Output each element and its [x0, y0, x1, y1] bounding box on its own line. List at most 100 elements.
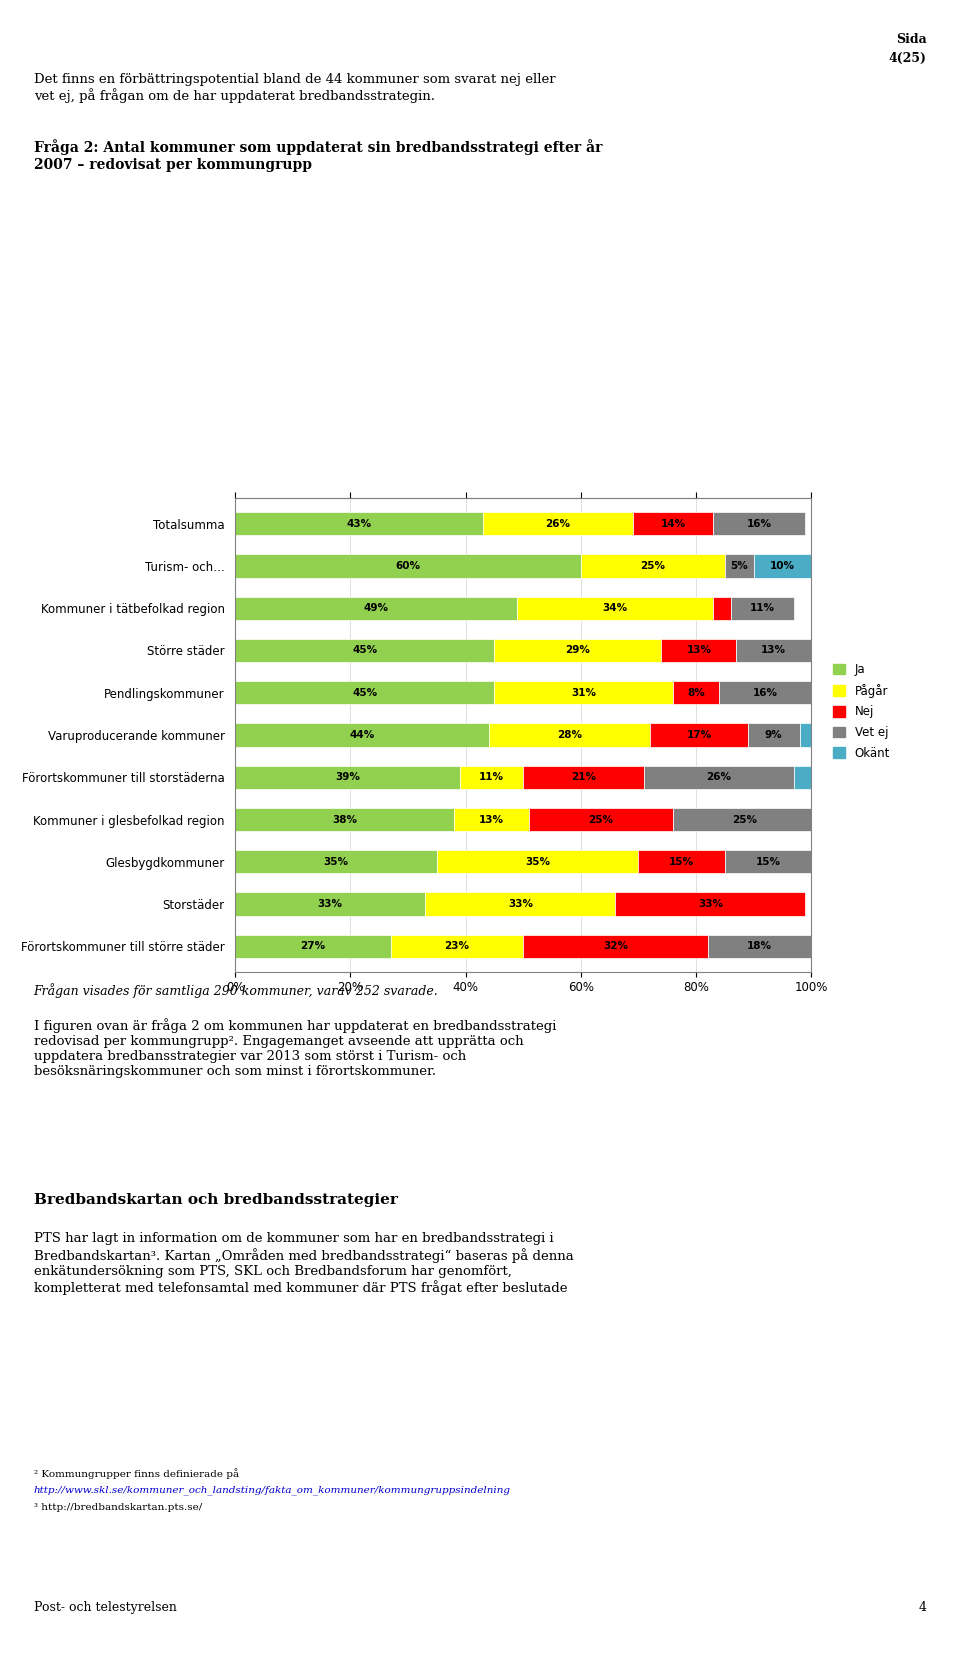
Text: 13%: 13%: [479, 814, 504, 824]
Bar: [523, 935, 708, 958]
Text: 8%: 8%: [687, 688, 705, 698]
Legend: Ja, Pågår, Nej, Vet ej, Okänt: Ja, Pågår, Nej, Vet ej, Okänt: [828, 658, 895, 764]
Bar: [235, 935, 391, 958]
Text: 23%: 23%: [444, 942, 469, 952]
Text: 13%: 13%: [686, 646, 711, 656]
Bar: [489, 724, 650, 746]
Text: 60%: 60%: [396, 561, 420, 571]
Text: 16%: 16%: [753, 688, 778, 698]
Bar: [673, 807, 817, 830]
Text: 26%: 26%: [545, 518, 570, 528]
Bar: [615, 892, 805, 915]
Bar: [523, 766, 644, 789]
Bar: [529, 807, 673, 830]
Bar: [800, 724, 811, 746]
Bar: [725, 850, 811, 874]
Text: 4: 4: [919, 1601, 926, 1614]
Bar: [494, 639, 661, 663]
Bar: [235, 681, 494, 704]
Text: 25%: 25%: [732, 814, 757, 824]
Bar: [754, 555, 811, 578]
Bar: [235, 892, 425, 915]
Text: 10%: 10%: [770, 561, 795, 571]
Text: 4(25): 4(25): [888, 51, 926, 65]
Text: 17%: 17%: [686, 729, 711, 741]
Text: Bredbandskartan och bredbandsstrategier: Bredbandskartan och bredbandsstrategier: [34, 1193, 397, 1206]
Bar: [454, 807, 529, 830]
Bar: [748, 724, 800, 746]
Bar: [235, 850, 437, 874]
Bar: [235, 807, 454, 830]
Text: 39%: 39%: [335, 772, 360, 782]
Text: http://www.skl.se/kommuner_och_landsting/fakta_om_kommuner/kommungruppsindelning: http://www.skl.se/kommuner_och_landsting…: [34, 1485, 511, 1495]
Text: 21%: 21%: [571, 772, 596, 782]
Text: 15%: 15%: [669, 857, 694, 867]
Bar: [725, 555, 754, 578]
Text: 29%: 29%: [565, 646, 590, 656]
Bar: [391, 935, 523, 958]
Text: Sida: Sida: [896, 33, 926, 47]
Bar: [425, 892, 615, 915]
Bar: [644, 766, 794, 789]
Text: 35%: 35%: [525, 857, 550, 867]
Text: 26%: 26%: [707, 772, 732, 782]
Bar: [719, 681, 811, 704]
Bar: [437, 850, 638, 874]
Bar: [517, 596, 713, 620]
Bar: [460, 766, 523, 789]
Bar: [713, 596, 731, 620]
Text: 33%: 33%: [698, 899, 723, 909]
Bar: [581, 555, 725, 578]
Bar: [713, 512, 805, 535]
Text: 33%: 33%: [318, 899, 343, 909]
Text: 5%: 5%: [731, 561, 748, 571]
Text: ³ http://bredbandskartan.pts.se/: ³ http://bredbandskartan.pts.se/: [34, 1503, 202, 1512]
Bar: [633, 512, 713, 535]
Text: 25%: 25%: [588, 814, 613, 824]
Bar: [235, 555, 581, 578]
Text: 49%: 49%: [364, 603, 389, 613]
Bar: [638, 850, 725, 874]
Text: 35%: 35%: [324, 857, 348, 867]
Text: 25%: 25%: [640, 561, 665, 571]
Text: 31%: 31%: [571, 688, 596, 698]
Text: 44%: 44%: [349, 729, 374, 741]
Text: 43%: 43%: [347, 518, 372, 528]
Text: 15%: 15%: [756, 857, 780, 867]
Text: 27%: 27%: [300, 942, 325, 952]
Bar: [235, 512, 483, 535]
Text: 32%: 32%: [603, 942, 628, 952]
Text: 28%: 28%: [557, 729, 582, 741]
Text: Post- och telestyrelsen: Post- och telestyrelsen: [34, 1601, 177, 1614]
Bar: [794, 766, 811, 789]
Text: Det finns en förbättringspotential bland de 44 kommuner som svarat nej eller
vet: Det finns en förbättringspotential bland…: [34, 73, 555, 103]
Text: PTS har lagt in information om de kommuner som har en bredbandsstrategi i
Bredba: PTS har lagt in information om de kommun…: [34, 1232, 573, 1296]
Text: 45%: 45%: [352, 688, 377, 698]
Text: 13%: 13%: [761, 646, 786, 656]
Bar: [235, 724, 489, 746]
Bar: [235, 596, 517, 620]
Bar: [483, 512, 633, 535]
Text: 38%: 38%: [332, 814, 357, 824]
Bar: [235, 766, 460, 789]
Text: 9%: 9%: [765, 729, 782, 741]
Text: Frågan visades för samtliga 290 kommuner, varav 252 svarade.: Frågan visades för samtliga 290 kommuner…: [34, 983, 439, 998]
Bar: [736, 639, 811, 663]
Text: I figuren ovan är fråga 2 om kommunen har uppdaterat en bredbandsstrategi
redovi: I figuren ovan är fråga 2 om kommunen ha…: [34, 1018, 556, 1078]
Text: 34%: 34%: [603, 603, 628, 613]
Bar: [708, 935, 811, 958]
Text: 16%: 16%: [747, 518, 772, 528]
Bar: [673, 681, 719, 704]
Text: ² Kommungrupper finns definierade på: ² Kommungrupper finns definierade på: [34, 1468, 239, 1478]
Bar: [235, 639, 494, 663]
Text: 45%: 45%: [352, 646, 377, 656]
Bar: [661, 639, 736, 663]
Bar: [731, 596, 794, 620]
Text: 14%: 14%: [660, 518, 685, 528]
Text: 11%: 11%: [750, 603, 775, 613]
Text: 11%: 11%: [479, 772, 504, 782]
Text: 33%: 33%: [508, 899, 533, 909]
Text: 18%: 18%: [747, 942, 772, 952]
Bar: [494, 681, 673, 704]
Text: Fråga 2: Antal kommuner som uppdaterat sin bredbandsstrategi efter år
2007 – red: Fråga 2: Antal kommuner som uppdaterat s…: [34, 140, 602, 171]
